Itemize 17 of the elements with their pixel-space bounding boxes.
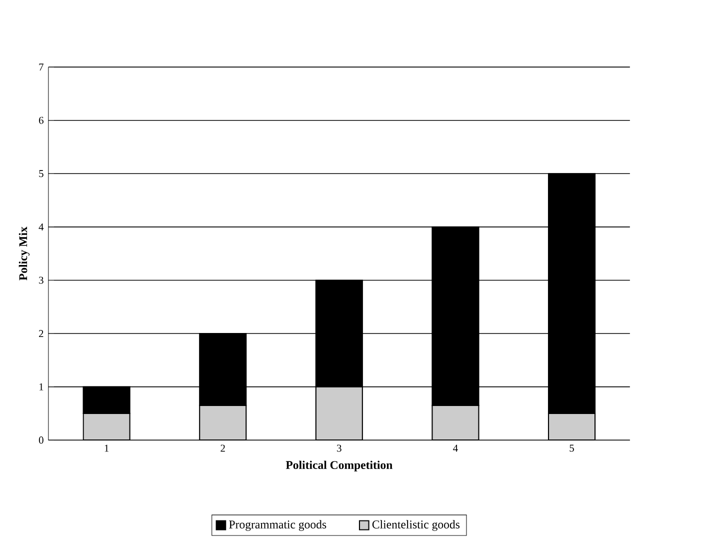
y-tick-label: 4 [38, 224, 44, 231]
y-tick-label: 0 [38, 436, 44, 444]
legend-label: Programmatic goods [229, 520, 326, 532]
y-tick-label: 7 [39, 64, 44, 71]
legend-label: Clientelistic goods [372, 520, 460, 532]
x-tick-label: 5 [570, 444, 574, 452]
x-tick-label: 4 [453, 444, 458, 452]
x-axis-title: Political Competition [286, 460, 392, 472]
x-tick-label: 1 [104, 444, 109, 452]
y-tick-label: 5 [39, 170, 44, 178]
y-tick-label: 1 [39, 384, 44, 390]
x-tick-label: 2 [220, 444, 225, 452]
y-axis-title: Policy Mix [18, 226, 30, 281]
y-tick-label: 6 [39, 117, 44, 124]
y-tick-label: 2 [39, 330, 44, 338]
x-tick-label: 3 [337, 444, 342, 452]
y-tick-label: 3 [39, 276, 44, 284]
